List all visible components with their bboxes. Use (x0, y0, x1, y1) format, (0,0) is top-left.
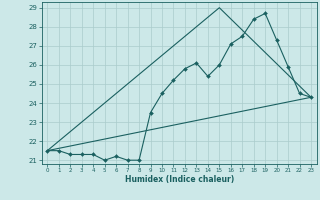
X-axis label: Humidex (Indice chaleur): Humidex (Indice chaleur) (124, 175, 234, 184)
